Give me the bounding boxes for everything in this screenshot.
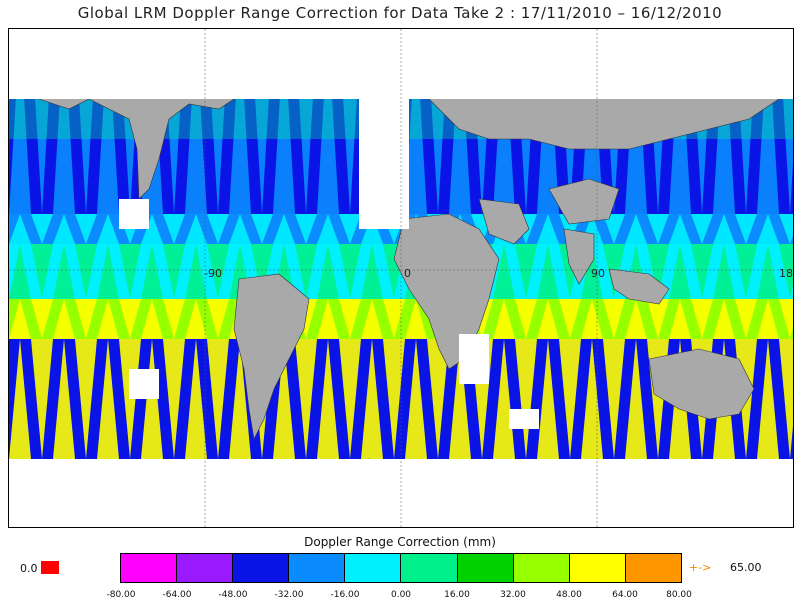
grid-label-lon-180: 180 bbox=[779, 267, 793, 280]
colorbar-tick-label: 80.00 bbox=[666, 590, 692, 600]
grid-label-lon-minus-90: -90 bbox=[204, 267, 222, 280]
colorbar-tick-label: -48.00 bbox=[218, 590, 248, 600]
colorbar bbox=[120, 553, 682, 583]
colorbar-segment bbox=[121, 554, 178, 582]
zero-value-swatch bbox=[41, 561, 59, 574]
land-south-america bbox=[233, 273, 310, 440]
overflow-value: 65.00 bbox=[730, 561, 762, 574]
colorbar-segment bbox=[625, 554, 681, 582]
colorbar-segment bbox=[513, 554, 570, 582]
colorbar-tick-label: -64.00 bbox=[162, 590, 192, 600]
colorbar-tick-label: -80.00 bbox=[106, 590, 136, 600]
colorbar-tick-label: 0.00 bbox=[390, 590, 412, 600]
overflow-arrow: +-> bbox=[689, 561, 712, 574]
grid-label-lon-90: 90 bbox=[591, 267, 605, 280]
colorbar-segment bbox=[177, 554, 234, 582]
colorbar-tick-label: -32.00 bbox=[274, 590, 304, 600]
grid-label-lon-0: 0 bbox=[404, 267, 411, 280]
map-canvas bbox=[9, 29, 793, 527]
grid-layer bbox=[9, 29, 793, 527]
colorbar-segment bbox=[401, 554, 458, 582]
land-australia bbox=[648, 348, 755, 420]
map-plot: -90 0 90 180 bbox=[8, 28, 794, 528]
colorbar-segment bbox=[345, 554, 402, 582]
colorbar-tick-label: 64.00 bbox=[612, 590, 638, 600]
nodata-layer bbox=[9, 29, 793, 527]
colorbar-tick-label: -16.00 bbox=[330, 590, 360, 600]
map-title: Global LRM Doppler Range Correction for … bbox=[77, 4, 723, 22]
colorbar-segment bbox=[569, 554, 626, 582]
zero-value-label: 0.0 bbox=[20, 562, 38, 575]
colorbar-tick-label: 48.00 bbox=[556, 590, 582, 600]
land-arabia bbox=[478, 198, 530, 245]
land-central-asia bbox=[548, 178, 620, 225]
colorbar-segment bbox=[289, 554, 346, 582]
colorbar-segment bbox=[457, 554, 514, 582]
land-indonesia bbox=[608, 268, 670, 305]
colorbar-segment bbox=[233, 554, 290, 582]
colorbar-title: Doppler Range Correction (mm) bbox=[304, 535, 496, 549]
colorbar-tick-label: 16.00 bbox=[444, 590, 470, 600]
colorbar-tick-label: 32.00 bbox=[500, 590, 526, 600]
